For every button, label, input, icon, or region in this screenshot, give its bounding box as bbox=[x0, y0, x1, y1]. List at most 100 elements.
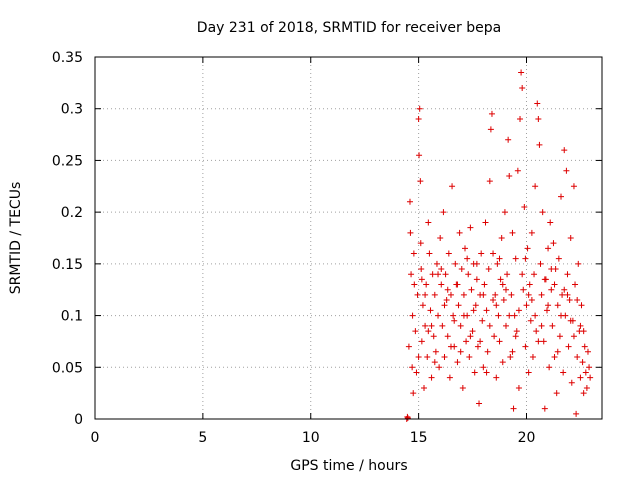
data-point-marker bbox=[431, 291, 438, 298]
data-point-marker bbox=[428, 322, 435, 329]
data-point-marker bbox=[487, 126, 494, 133]
data-point-marker bbox=[508, 291, 515, 298]
plot-frame bbox=[94, 56, 603, 420]
data-point-marker bbox=[545, 245, 552, 252]
data-point-marker bbox=[410, 390, 417, 397]
data-point-marker bbox=[531, 271, 538, 278]
data-point-marker bbox=[570, 183, 577, 190]
data-point-marker bbox=[456, 229, 463, 236]
data-point-marker bbox=[565, 343, 572, 350]
data-point-marker bbox=[493, 374, 500, 381]
data-point-marker bbox=[506, 172, 513, 179]
data-point-marker bbox=[415, 116, 422, 123]
data-point-marker bbox=[490, 250, 497, 257]
data-point-marker bbox=[550, 240, 557, 247]
data-point-marker bbox=[536, 141, 543, 148]
data-point-marker bbox=[483, 307, 490, 314]
data-point-marker bbox=[438, 281, 445, 288]
data-point-marker bbox=[467, 333, 474, 340]
data-point-marker bbox=[532, 183, 539, 190]
data-point-marker bbox=[412, 328, 419, 335]
data-point-marker bbox=[559, 291, 566, 298]
data-point-marker bbox=[533, 328, 540, 335]
x-axis-label: GPS time / hours bbox=[290, 458, 407, 474]
data-point-marker bbox=[423, 281, 430, 288]
data-point-marker bbox=[526, 281, 533, 288]
data-point-marker bbox=[406, 198, 413, 205]
y-tick-label: 0.15 bbox=[52, 257, 83, 273]
data-point-marker bbox=[583, 384, 590, 391]
data-point-marker bbox=[507, 353, 514, 360]
data-point-marker bbox=[561, 147, 568, 154]
data-point-marker bbox=[435, 271, 442, 278]
y-tick-label: 0.25 bbox=[52, 153, 83, 169]
data-point-marker bbox=[502, 286, 509, 293]
data-point-marker bbox=[409, 364, 416, 371]
data-point-marker bbox=[428, 374, 435, 381]
data-point-marker bbox=[413, 369, 420, 376]
data-point-marker bbox=[422, 291, 429, 298]
data-point-marker bbox=[481, 281, 488, 288]
data-point-marker bbox=[566, 297, 573, 304]
data-point-marker bbox=[492, 291, 499, 298]
data-point-marker bbox=[563, 167, 570, 174]
data-point-marker bbox=[567, 317, 574, 324]
data-point-marker bbox=[560, 369, 567, 376]
data-point-marker bbox=[425, 219, 432, 226]
data-point-marker bbox=[477, 338, 484, 345]
data-point-marker bbox=[528, 297, 535, 304]
data-point-marker bbox=[499, 281, 506, 288]
data-point-marker bbox=[551, 281, 558, 288]
data-point-marker bbox=[528, 229, 535, 236]
data-point-marker bbox=[529, 353, 536, 360]
data-point-marker bbox=[504, 271, 511, 278]
data-point-marker bbox=[460, 291, 467, 298]
data-point-marker bbox=[471, 369, 478, 376]
data-point-marker bbox=[443, 297, 450, 304]
data-point-marker bbox=[469, 328, 476, 335]
data-point-marker bbox=[548, 266, 555, 273]
data-point-marker bbox=[435, 312, 442, 319]
x-axis-ticks: 0 5 10 15 20 bbox=[91, 57, 535, 446]
data-point-marker bbox=[519, 271, 526, 278]
data-point-marker bbox=[405, 343, 412, 350]
data-point-marker bbox=[506, 312, 513, 319]
data-point-marker bbox=[442, 271, 449, 278]
data-point-marker bbox=[458, 266, 465, 273]
data-point-marker bbox=[462, 245, 469, 252]
data-point-marker bbox=[525, 369, 532, 376]
data-point-marker bbox=[445, 250, 452, 257]
data-point-marker bbox=[532, 312, 539, 319]
data-point-marker bbox=[522, 343, 529, 350]
data-point-marker bbox=[586, 364, 593, 371]
data-point-marker bbox=[447, 343, 454, 350]
data-point-marker bbox=[517, 116, 524, 123]
data-point-marker bbox=[524, 245, 531, 252]
y-axis-label: SRMTID / TECUs bbox=[8, 182, 24, 295]
data-point-marker bbox=[463, 338, 470, 345]
data-point-marker bbox=[520, 286, 527, 293]
data-point-marker bbox=[465, 271, 472, 278]
data-point-marker bbox=[558, 312, 565, 319]
data-point-marker bbox=[523, 302, 530, 309]
data-point-marker bbox=[436, 364, 443, 371]
data-point-marker bbox=[417, 240, 424, 247]
data-point-marker bbox=[430, 333, 437, 340]
data-point-marker bbox=[554, 348, 561, 355]
data-point-marker bbox=[518, 69, 525, 76]
data-point-marker bbox=[577, 322, 584, 329]
data-point-marker bbox=[414, 291, 421, 298]
data-point-marker bbox=[558, 193, 565, 200]
data-point-marker bbox=[416, 105, 423, 112]
data-point-marker bbox=[573, 410, 580, 417]
data-point-marker bbox=[535, 116, 542, 123]
data-point-marker bbox=[574, 297, 581, 304]
data-point-marker bbox=[525, 291, 532, 298]
data-point-marker bbox=[485, 266, 492, 273]
data-point-marker bbox=[466, 353, 473, 360]
data-point-marker bbox=[548, 286, 555, 293]
data-point-marker bbox=[521, 203, 528, 210]
data-point-marker bbox=[417, 178, 424, 185]
data-point-marker bbox=[527, 317, 534, 324]
data-point-marker bbox=[419, 302, 426, 309]
